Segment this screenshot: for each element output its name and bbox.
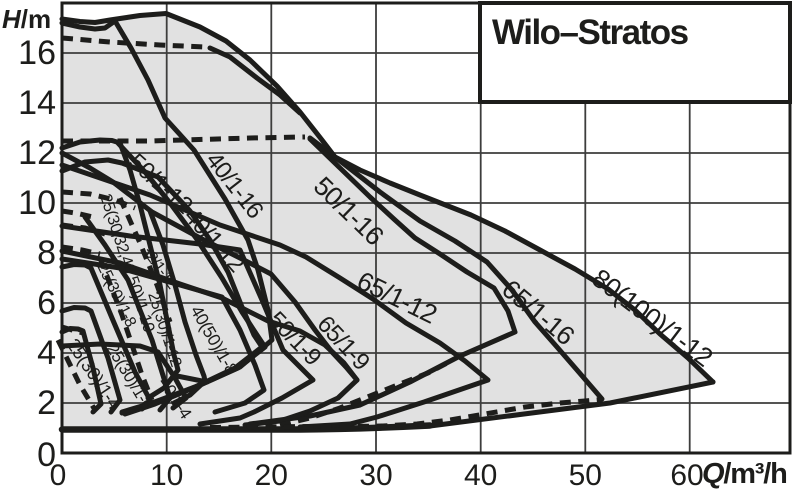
svg-text:6: 6 xyxy=(37,284,56,322)
svg-text:20: 20 xyxy=(255,459,288,491)
svg-text:Wilo–Stratos: Wilo–Stratos xyxy=(492,13,689,52)
svg-text:10: 10 xyxy=(150,459,183,491)
svg-text:H/m: H/m xyxy=(2,4,51,34)
svg-text:2: 2 xyxy=(37,384,56,422)
svg-text:0: 0 xyxy=(37,436,56,474)
svg-text:Q/m³/h: Q/m³/h xyxy=(702,458,787,490)
svg-text:60: 60 xyxy=(670,459,703,491)
svg-text:8: 8 xyxy=(37,234,56,272)
svg-text:40: 40 xyxy=(464,459,497,491)
svg-text:4: 4 xyxy=(37,334,56,372)
svg-text:12: 12 xyxy=(18,134,56,172)
svg-text:10: 10 xyxy=(18,184,56,222)
svg-text:0: 0 xyxy=(50,459,67,491)
svg-text:50: 50 xyxy=(569,459,602,491)
svg-text:30: 30 xyxy=(359,459,392,491)
svg-text:14: 14 xyxy=(18,84,56,122)
svg-text:16: 16 xyxy=(18,34,56,72)
